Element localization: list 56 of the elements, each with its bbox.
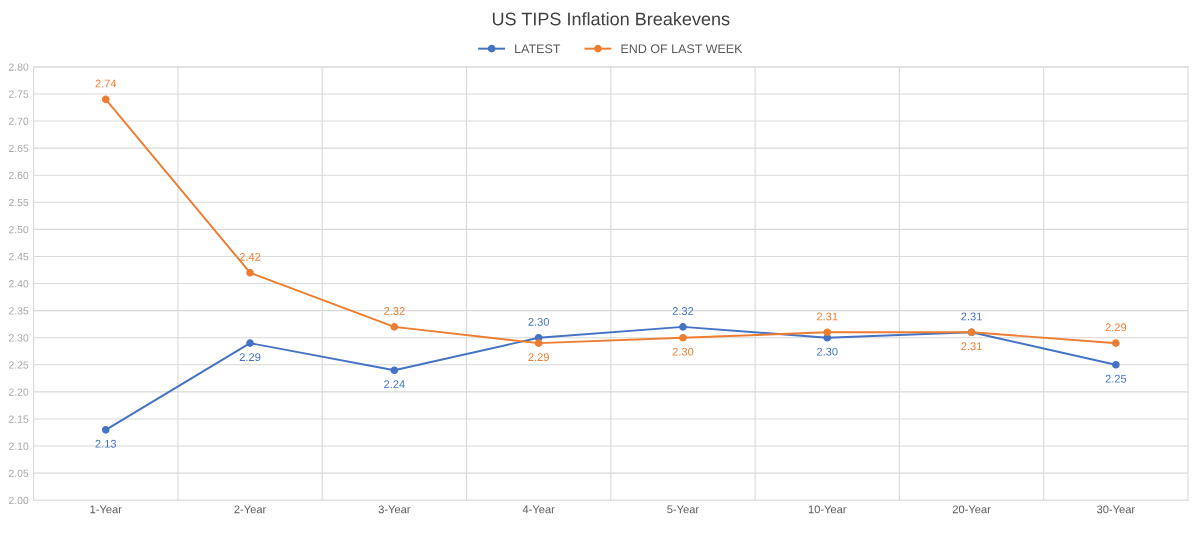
data-label: 2.25 xyxy=(1105,374,1127,383)
y-tick-label: 2.10 xyxy=(8,442,29,450)
x-tick-label: 2-Year xyxy=(234,505,267,514)
y-tick-label: 2.55 xyxy=(8,198,29,207)
data-label: 2.29 xyxy=(239,353,261,362)
point xyxy=(1112,360,1120,369)
data-label: 2.29 xyxy=(528,353,549,362)
y-tick-label: 2.50 xyxy=(8,225,29,234)
data-label: 2.31 xyxy=(817,312,838,321)
y-tick-label: 2.70 xyxy=(8,117,29,125)
y-tick-label: 2.45 xyxy=(8,252,29,261)
point xyxy=(246,268,254,277)
point xyxy=(534,339,543,347)
data-label: 2.30 xyxy=(528,317,550,326)
point xyxy=(679,323,687,331)
y-tick-label: 2.40 xyxy=(8,280,29,288)
y-tick-label: 2.35 xyxy=(8,307,29,315)
data-label: 2.32 xyxy=(672,307,694,315)
point xyxy=(246,339,254,347)
x-tick-label: 10-Year xyxy=(808,505,847,514)
data-label: 2.24 xyxy=(384,380,405,388)
data-label: 2.29 xyxy=(1105,323,1127,332)
x-tick-label: 3-Year xyxy=(378,505,411,514)
data-label: 2.31 xyxy=(961,342,982,351)
x-tick-label: 30-Year xyxy=(1097,505,1135,514)
chart-title: US TIPS Inflation Breakevens xyxy=(492,12,730,26)
y-tick-label: 2.25 xyxy=(8,361,29,369)
data-label: 2.42 xyxy=(239,252,261,261)
y-tick-label: 2.00 xyxy=(8,496,29,505)
point xyxy=(101,425,110,434)
x-tick-label: 5-Year xyxy=(667,505,699,514)
point xyxy=(101,95,110,104)
y-tick-label: 2.60 xyxy=(8,171,29,180)
point xyxy=(390,323,399,331)
x-tick-label: 20-Year xyxy=(952,505,991,514)
y-tick-label: 2.15 xyxy=(8,415,29,423)
y-tick-label: 2.20 xyxy=(8,388,29,396)
data-label: 2.13 xyxy=(95,439,117,448)
point xyxy=(823,328,832,337)
data-label: 2.30 xyxy=(672,347,694,356)
legend-label: END OF LAST WEEK xyxy=(621,44,743,54)
point xyxy=(1112,339,1120,347)
y-tick-label: 2.65 xyxy=(8,144,29,153)
point xyxy=(390,366,399,375)
data-label: 2.31 xyxy=(961,312,982,321)
point xyxy=(679,333,687,342)
data-label: 2.74 xyxy=(95,79,117,88)
data-label: 2.32 xyxy=(384,307,405,315)
y-tick-label: 2.05 xyxy=(8,469,29,478)
y-tick-label: 2.30 xyxy=(8,334,29,342)
data-label: 2.30 xyxy=(817,347,838,356)
x-tick-label: 1-Year xyxy=(90,505,122,514)
x-tick-label: 4-Year xyxy=(522,505,555,514)
y-tick-label: 2.75 xyxy=(8,90,29,98)
y-tick-label: 2.80 xyxy=(8,63,29,71)
legend-label: LATEST xyxy=(515,44,561,54)
